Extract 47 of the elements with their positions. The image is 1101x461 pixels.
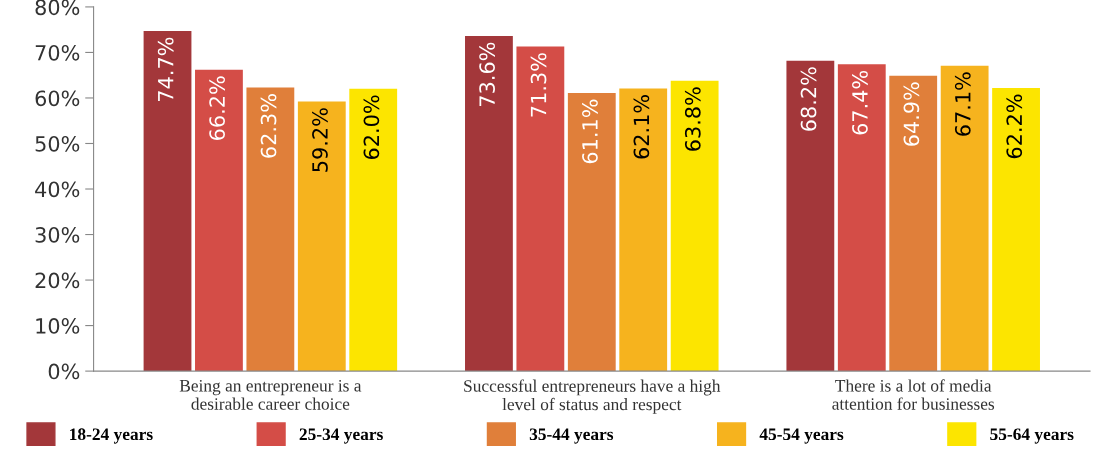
- data-label: 74.7%: [157, 37, 174, 101]
- y-tick-label: 80%: [35, 0, 80, 16]
- y-tick-label: 40%: [35, 181, 80, 198]
- y-tick-label: 20%: [35, 272, 80, 289]
- bar: [889, 75, 938, 372]
- x-tick-label: Successful entrepreneurs have a high level of status and respect: [464, 379, 721, 414]
- bar: [567, 92, 616, 372]
- bar: [619, 88, 668, 372]
- bar: [837, 64, 886, 372]
- data-label: 62.3%: [260, 94, 277, 158]
- bar: [246, 87, 295, 372]
- bar: [297, 101, 346, 372]
- data-label: 66.2%: [209, 76, 225, 140]
- data-label: 73.6%: [479, 42, 495, 106]
- legend-label: 55-64 years: [990, 428, 1074, 444]
- data-label: 62.1%: [633, 95, 650, 159]
- data-label: 71.3%: [530, 53, 547, 117]
- bar: [992, 87, 1040, 372]
- bar: [195, 69, 243, 372]
- data-label: 62.0%: [363, 95, 380, 160]
- bar: [143, 31, 192, 372]
- legend-label: 45-54 years: [759, 428, 844, 444]
- x-tick-label: Being an entrepreneur is a desirable career choice: [179, 379, 362, 410]
- x-tick-label: There is a lot of media attention for businesses: [832, 379, 995, 410]
- legend-label: 25-34 years: [299, 428, 383, 444]
- data-label: 64.9%: [903, 82, 920, 146]
- bar: [786, 60, 835, 372]
- bar: [465, 36, 513, 372]
- bar: [349, 88, 398, 372]
- y-tick-label: 50%: [35, 135, 80, 152]
- data-label: 68.2%: [800, 67, 817, 131]
- legend-label: 35-44 years: [529, 428, 614, 444]
- data-label: 62.2%: [1006, 94, 1023, 159]
- legend-label: 18-24 years: [70, 428, 153, 444]
- y-tick-label: 30%: [35, 226, 80, 243]
- data-label: 67.4%: [852, 70, 868, 135]
- data-label: 61.1%: [582, 99, 598, 164]
- bar: [940, 65, 989, 372]
- data-label: 59.2%: [312, 108, 328, 172]
- y-tick-label: 10%: [36, 318, 80, 334]
- data-label: 67.1%: [954, 72, 971, 136]
- y-tick-label: 70%: [35, 44, 80, 61]
- data-label: 63.8%: [684, 87, 701, 151]
- bar: [670, 80, 719, 372]
- bar: [516, 46, 565, 372]
- y-tick-label: 0%: [48, 363, 80, 380]
- y-tick-label: 60%: [35, 90, 80, 107]
